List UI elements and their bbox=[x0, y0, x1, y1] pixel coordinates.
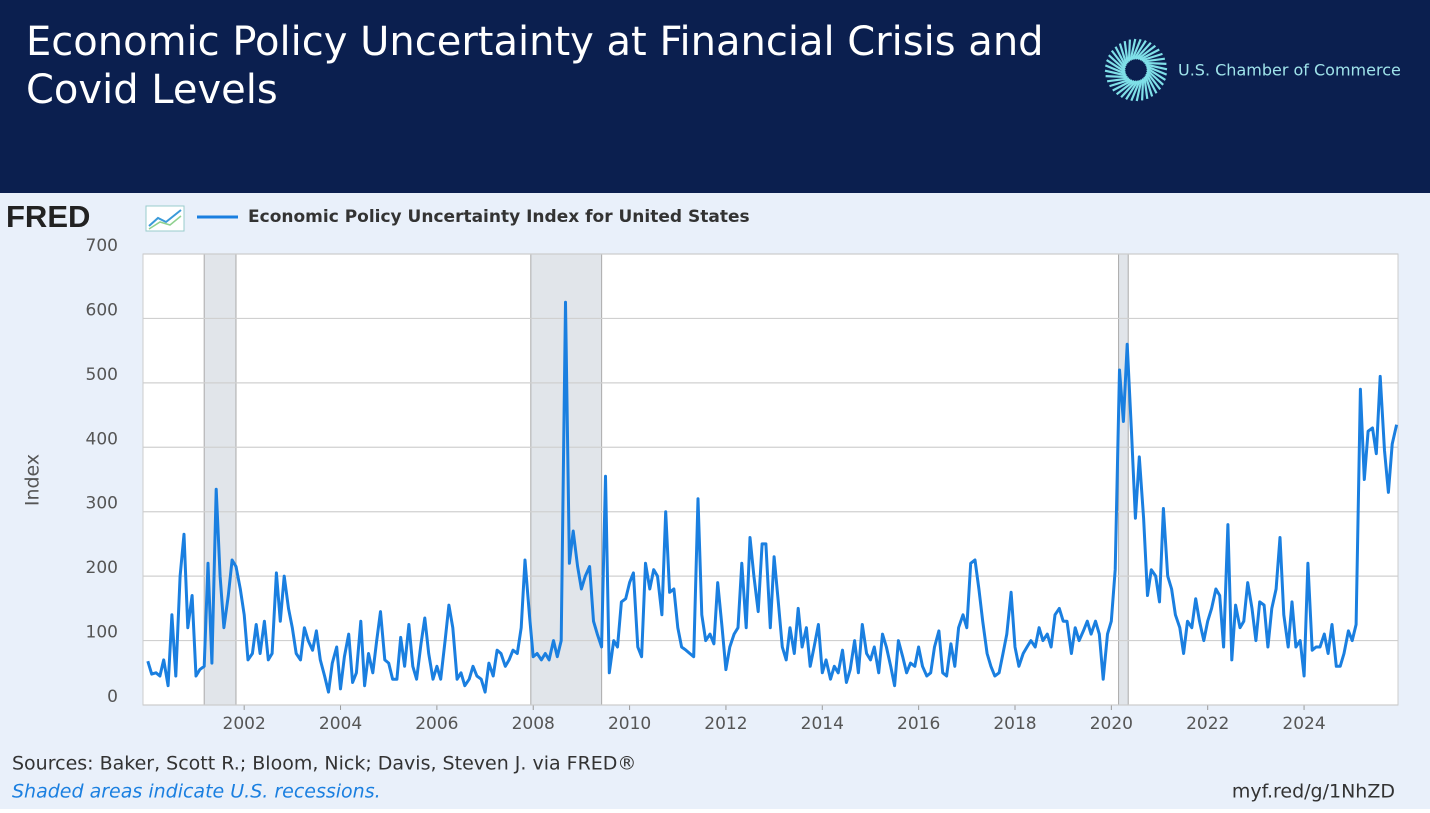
logo-ray bbox=[1127, 39, 1131, 62]
recession-band bbox=[203, 253, 237, 706]
logo-ray bbox=[1123, 40, 1129, 64]
fred-logo: FRED bbox=[6, 199, 90, 234]
logo-ray bbox=[1143, 76, 1149, 100]
logo-ray bbox=[1105, 75, 1128, 79]
logo-ray bbox=[1141, 52, 1163, 62]
fred-icon bbox=[145, 205, 185, 232]
x-tick-label: 2020 bbox=[1090, 714, 1133, 734]
logo-ray bbox=[1133, 40, 1147, 60]
x-tick-label: 2024 bbox=[1282, 714, 1325, 734]
logo-ray bbox=[1137, 44, 1157, 61]
logo-ray bbox=[1109, 78, 1131, 88]
brand-logo bbox=[1104, 38, 1168, 102]
plot-area bbox=[143, 254, 1398, 705]
logo-ray bbox=[1131, 38, 1142, 61]
series-line bbox=[146, 300, 1399, 694]
logo-ray bbox=[1115, 79, 1135, 96]
header-band bbox=[0, 0, 1430, 193]
y-tick-label: 200 bbox=[86, 558, 118, 578]
x-tick-label: 2014 bbox=[801, 714, 844, 734]
logo-ray bbox=[1129, 38, 1137, 61]
logo-ray bbox=[1110, 49, 1127, 69]
logo-ray bbox=[1144, 61, 1167, 65]
y-tick-label: 300 bbox=[86, 494, 118, 514]
x-tick-label: 2012 bbox=[704, 714, 747, 734]
title: Economic Policy Uncertainty at Financial… bbox=[26, 19, 1044, 65]
logo-ray bbox=[1135, 79, 1143, 102]
x-tick-label: 2006 bbox=[415, 714, 458, 734]
x-tick-label: 2022 bbox=[1186, 714, 1229, 734]
x-tick-label: 2002 bbox=[223, 714, 266, 734]
logo-ray bbox=[1104, 64, 1127, 75]
recession-note: Shaded areas indicate U.S. recessions. bbox=[12, 781, 381, 803]
logo-ray bbox=[1146, 69, 1164, 86]
y-tick-label: 0 bbox=[107, 687, 118, 707]
x-tick-label: 2008 bbox=[512, 714, 555, 734]
logo-ray bbox=[1141, 78, 1145, 101]
x-tick-label: 2016 bbox=[897, 714, 940, 734]
x-tick-label: 2010 bbox=[608, 714, 651, 734]
y-axis-label: Index bbox=[22, 454, 44, 506]
y-tick-label: 500 bbox=[86, 365, 118, 385]
logo-ray bbox=[1125, 80, 1139, 100]
title: Covid Levels bbox=[26, 67, 278, 113]
sources: Sources: Baker, Scott R.; Bloom, Nick; D… bbox=[12, 753, 636, 775]
x-tick-label: 2018 bbox=[993, 714, 1036, 734]
logo-ray bbox=[1106, 77, 1130, 83]
logo-ray bbox=[1145, 65, 1168, 76]
logo-ray bbox=[1144, 75, 1154, 97]
logo-ray bbox=[1145, 73, 1158, 94]
y-tick-label: 100 bbox=[86, 623, 118, 643]
logo-ray bbox=[1112, 79, 1133, 92]
x-tick-label: 2004 bbox=[319, 714, 362, 734]
logo-ray bbox=[1139, 48, 1160, 61]
logo-ray bbox=[1118, 43, 1128, 65]
legend-label: Economic Policy Uncertainty Index for Un… bbox=[248, 207, 750, 227]
logo-ray bbox=[1145, 63, 1168, 71]
y-tick-label: 400 bbox=[86, 429, 118, 449]
logo-ray bbox=[1130, 79, 1141, 102]
brand-name: U.S. Chamber of Commerce bbox=[1178, 61, 1401, 80]
logo-ray bbox=[1114, 46, 1127, 67]
logo-ray bbox=[1146, 67, 1166, 81]
logo-ray bbox=[1142, 57, 1166, 63]
short-link: myf.red/g/1NhZD bbox=[1232, 781, 1395, 803]
logo-ray bbox=[1106, 59, 1126, 73]
logo-ray bbox=[1104, 69, 1127, 77]
logo-ray bbox=[1145, 71, 1162, 91]
logo-ray bbox=[1135, 42, 1152, 60]
y-tick-label: 700 bbox=[86, 236, 118, 256]
recession-band bbox=[1118, 253, 1129, 706]
y-tick-label: 600 bbox=[86, 300, 118, 320]
plot-border bbox=[142, 253, 1399, 706]
logo-ray bbox=[1108, 54, 1126, 71]
logo-ray bbox=[1120, 80, 1137, 98]
